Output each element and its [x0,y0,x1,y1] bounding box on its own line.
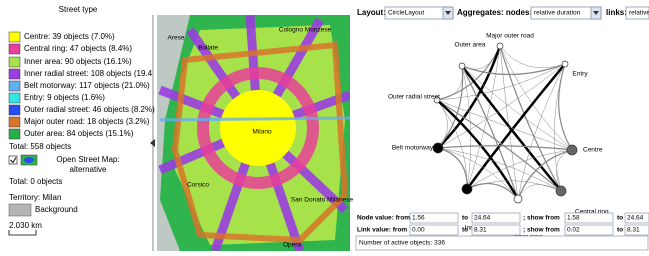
filter-show: ; show from [523,215,560,222]
graph-node[interactable] [497,43,503,49]
graph-node[interactable] [459,63,465,69]
legend-title: Street type [59,5,98,14]
filter-value: 1.58 [567,215,580,222]
place-label: Cologno Monzese [279,27,332,34]
layout-label: Layout: [357,8,386,17]
legend-panel: Street type [59,5,98,14]
graph-node[interactable] [556,186,566,196]
aggregates-label: Aggregates: nodes: [457,8,532,17]
filter-to: to [617,215,623,222]
background-label: Background [35,205,78,214]
legend-item: Major outer road: 18 objects (3.2%) [24,117,150,126]
legend-swatch [9,57,20,67]
filter-show: ; show from [523,227,560,234]
filter-value: 0.00 [412,227,425,234]
status-text: Number of active objects: 336 [359,240,445,247]
app: Street type Centre: 39 objects (7.0%) Cen… [0,0,649,251]
legend-item: Outer area: 84 objects (15.1%) [24,129,134,138]
layout-select-value: CircleLayout [388,10,424,17]
scale-label: 2.030 km [9,221,42,230]
layer-name: Open Street Map: [56,155,119,164]
filter-to: to [462,215,468,222]
graph-node[interactable] [567,145,577,155]
filter-to: to [617,227,623,234]
legend-swatch [9,117,20,127]
graph-node[interactable] [514,195,522,203]
filter-label: Link value: from [357,227,407,234]
legend-total: Total: 558 objects [9,142,71,151]
legend-swatch [9,93,20,103]
graph-node[interactable] [433,143,443,153]
place-label: Arese [168,35,185,42]
territory: Territory: Milan [9,193,61,202]
filter-value: 8.31 [474,227,487,234]
place-label: Milano [252,129,272,136]
place-label: Opera [283,242,301,249]
node-label: Belt motorway [392,145,434,152]
links-label: links: [606,8,627,17]
layer-icon-center [24,157,34,163]
graph-node[interactable] [562,61,568,67]
legend-swatch [9,32,20,42]
node-label: Major outer road [486,33,534,40]
legend-item: Centre: 39 objects (7.0%) [24,32,115,41]
filter-label: Node value: from [357,215,410,222]
filter-to: to [462,227,468,234]
node-label: Outer radial street [388,94,440,101]
place-label: Bollate [198,45,218,52]
nodes-select-value: relative duration [534,10,581,17]
node-label: Centre [583,147,603,154]
place-label: Corsico [187,182,209,189]
legend-item: Outer radial street: 46 objects (8.2%) [24,105,155,114]
layer-total: Total: 0 objects [9,177,62,186]
legend-item: Belt motorway: 117 objects (21.0%) [24,81,150,90]
legend-swatch [9,105,20,115]
legend-item: Inner radial street: 108 objects (19.4 [24,69,153,78]
graph-node[interactable] [462,184,472,194]
filter-value: 1.56 [412,215,425,222]
filter-value: 24.64 [627,215,644,222]
node-label: Entry [572,71,588,78]
filter-value: 0.02 [567,227,580,234]
filter-value: 8.31 [627,227,640,234]
legend-swatch [9,69,20,79]
legend-item: Central ring: 47 objects (8.4%) [24,44,132,53]
legend-swatch [9,44,20,54]
links-select-value: relative frequency [629,10,649,17]
legend-swatch [9,129,20,139]
node-label: Outer area [454,42,485,49]
background-swatch [9,204,31,216]
legend-item: Entry: 9 objects (1.6%) [24,93,105,102]
place-label: San Donato Milanese [291,197,354,204]
layer-value: alternative [70,165,107,174]
legend-item: Inner area: 90 objects (16.1%) [24,57,132,66]
legend-swatch [9,81,20,91]
filter-value: 24.64 [474,215,491,222]
